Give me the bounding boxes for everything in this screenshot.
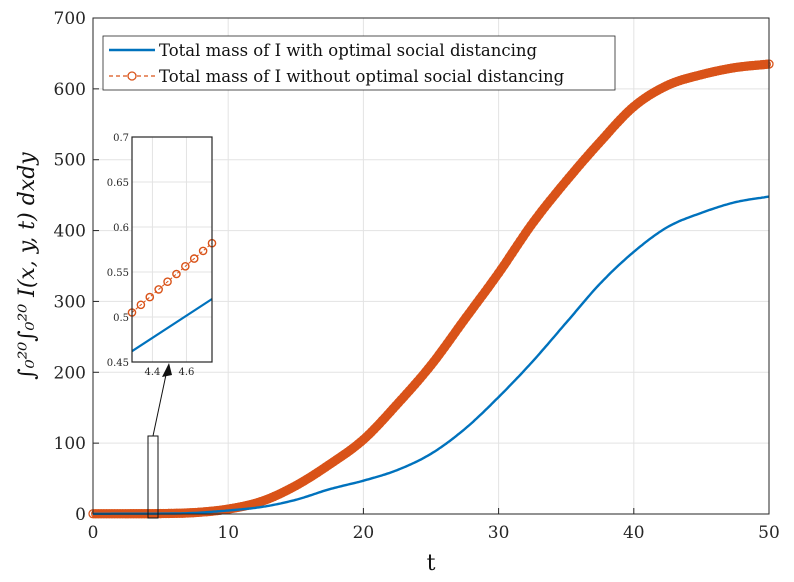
y-tick-label: 500 bbox=[54, 151, 86, 171]
x-tick-label: 10 bbox=[217, 523, 239, 543]
inset-y-tick-label: 0.7 bbox=[113, 133, 129, 144]
inset-x-tick-label: 4.4 bbox=[144, 367, 160, 378]
inset-y-tick-label: 0.6 bbox=[113, 223, 129, 234]
data-marker bbox=[407, 383, 417, 393]
data-marker bbox=[588, 144, 598, 155]
inset-data-marker bbox=[172, 269, 181, 279]
data-marker bbox=[383, 409, 393, 420]
data-marker bbox=[385, 407, 396, 417]
data-marker bbox=[612, 117, 623, 128]
y-tick-label: 0 bbox=[75, 505, 86, 525]
data-marker bbox=[377, 415, 387, 426]
y-tick-label: 400 bbox=[54, 222, 86, 242]
data-marker bbox=[580, 154, 590, 164]
inset-y-tick-label: 0.65 bbox=[107, 178, 129, 189]
data-marker bbox=[577, 157, 588, 167]
inset-line-with-distancing bbox=[131, 298, 213, 353]
inset-data-marker bbox=[154, 285, 163, 294]
data-marker bbox=[404, 386, 415, 396]
x-axis-label: t bbox=[427, 551, 436, 576]
inset-data-marker bbox=[189, 254, 199, 263]
data-marker bbox=[615, 114, 625, 125]
data-marker bbox=[372, 421, 382, 432]
data-marker bbox=[410, 379, 420, 390]
data-marker bbox=[358, 434, 369, 445]
axes-box bbox=[92, 17, 770, 515]
data-marker bbox=[412, 376, 423, 387]
data-marker bbox=[575, 160, 585, 170]
y-tick-label: 200 bbox=[54, 363, 86, 383]
data-marker bbox=[585, 147, 596, 158]
inset-data-marker bbox=[136, 300, 146, 310]
data-marker bbox=[621, 109, 631, 119]
data-marker bbox=[593, 138, 604, 149]
data-marker bbox=[569, 166, 579, 176]
inset-data-marker bbox=[181, 261, 190, 271]
data-marker bbox=[618, 112, 628, 122]
inset-line-without-distancing bbox=[131, 242, 213, 313]
data-marker bbox=[396, 395, 406, 405]
data-marker bbox=[369, 424, 379, 434]
data-marker bbox=[356, 437, 366, 447]
data-marker bbox=[361, 432, 371, 442]
inset-y-tick-label: 0.5 bbox=[113, 313, 129, 324]
data-marker bbox=[607, 123, 617, 134]
legend-box bbox=[102, 35, 616, 91]
data-marker bbox=[388, 404, 398, 414]
data-marker bbox=[402, 389, 412, 399]
data-marker bbox=[623, 106, 634, 117]
data-marker bbox=[583, 150, 593, 161]
x-tick-label: 0 bbox=[88, 523, 99, 543]
legend-marker-icon bbox=[127, 71, 137, 81]
zoom-arrow-head bbox=[162, 363, 172, 377]
data-marker bbox=[380, 412, 390, 423]
data-marker bbox=[626, 104, 636, 114]
x-tick-label: 50 bbox=[758, 523, 780, 543]
y-tick-label: 700 bbox=[54, 9, 86, 29]
legend-label-with-distancing: Total mass of I with optimal social dist… bbox=[159, 41, 537, 60]
data-marker bbox=[596, 135, 607, 146]
x-tick-label: 30 bbox=[488, 523, 510, 543]
zoom-arrow bbox=[152, 369, 168, 437]
inset-y-tick-label: 0.55 bbox=[107, 268, 129, 279]
data-marker bbox=[366, 427, 377, 437]
data-marker bbox=[399, 392, 409, 402]
inset-y-tick-label: 0.45 bbox=[107, 358, 129, 369]
inset-data-marker bbox=[198, 246, 208, 256]
data-marker bbox=[353, 439, 363, 449]
y-tick-label: 100 bbox=[54, 434, 86, 454]
x-tick-label: 20 bbox=[353, 523, 375, 543]
inset-data-marker bbox=[163, 277, 172, 287]
data-marker bbox=[610, 120, 620, 131]
inset-chart: 4.4 4.6 0.45 0.5 0.55 0.6 0.65 0.7 bbox=[107, 133, 217, 378]
y-tick-label: 600 bbox=[54, 80, 86, 100]
x-tick-label: 40 bbox=[623, 523, 645, 543]
inset-x-tick-label: 4.6 bbox=[179, 367, 195, 378]
data-marker bbox=[391, 401, 401, 411]
data-marker bbox=[572, 163, 582, 173]
data-marker bbox=[374, 418, 385, 429]
inset-data-marker bbox=[145, 292, 155, 302]
y-tick-label: 300 bbox=[54, 292, 86, 312]
legend-label-without-distancing: Total mass of I without optimal social d… bbox=[159, 67, 565, 86]
data-marker bbox=[604, 126, 615, 137]
legend: Total mass of I with optimal social dist… bbox=[102, 35, 616, 91]
data-marker bbox=[364, 429, 374, 440]
data-marker bbox=[599, 132, 609, 143]
y-axis-label: ∫₀²⁰∫₀²⁰ I(x, y, t) dxdy bbox=[15, 152, 40, 380]
inset-axes-box bbox=[131, 136, 213, 363]
data-marker bbox=[393, 398, 404, 408]
data-marker bbox=[591, 141, 601, 152]
series-line-with-distancing bbox=[93, 195, 770, 515]
data-marker bbox=[602, 129, 612, 140]
